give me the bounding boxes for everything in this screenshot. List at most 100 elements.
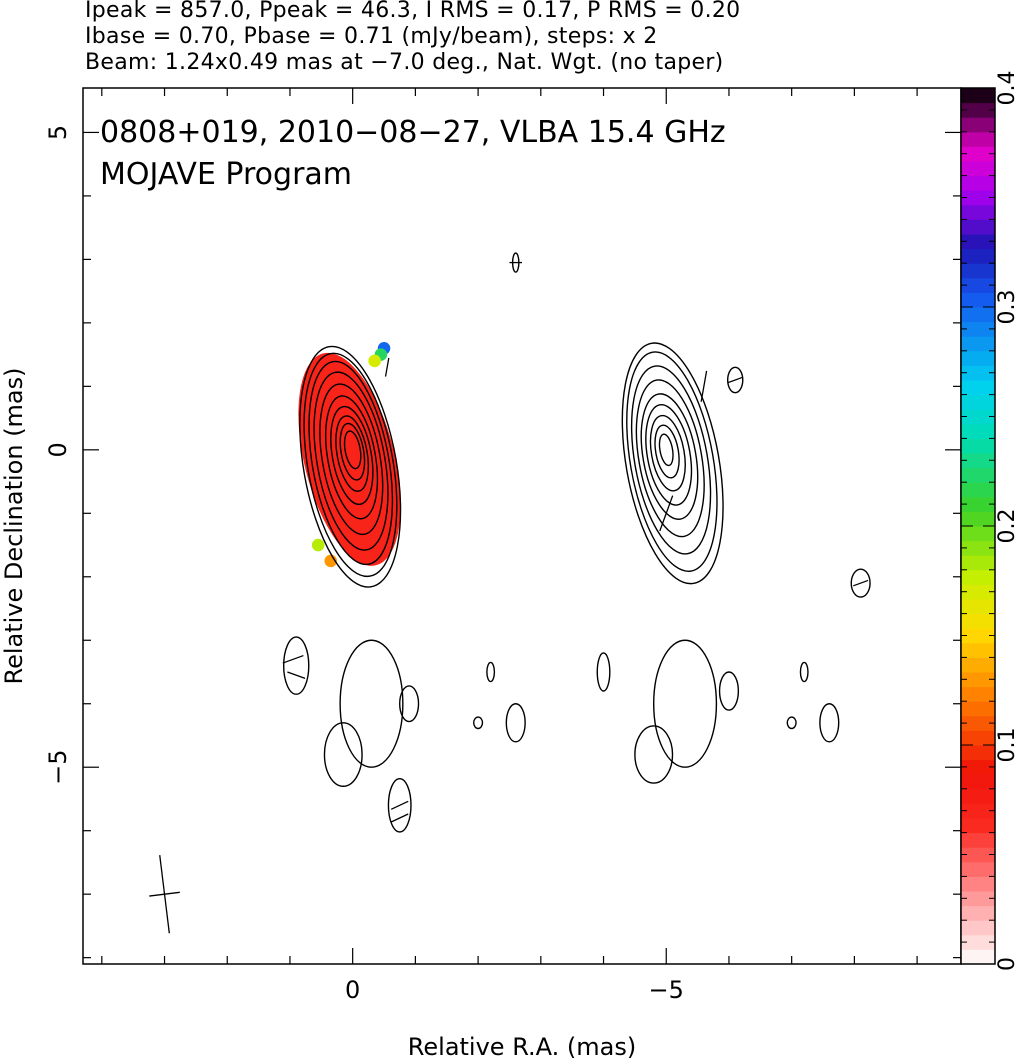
colorbar-segment [961,365,995,381]
colorbar-segment [961,642,995,658]
contour-right-1 [654,424,680,479]
colorbar-segment [961,672,995,688]
contour-blob [323,722,363,787]
colorbar-segment [961,569,995,585]
colorbar-segment [961,774,995,790]
colorbar-segment [961,248,995,264]
colorbar-segment [961,496,995,512]
header-line-3: Beam: 1.24x0.49 mas at −7.0 deg., Nat. W… [85,50,724,75]
colorbar-segment [961,350,995,366]
contour-blob [399,685,420,723]
colorbar-segment [961,730,995,746]
colorbar-segment [961,540,995,556]
colorbar-segment [961,818,995,834]
contour-right-8 [621,342,724,585]
contour-left-1 [339,422,366,481]
colorbar-segment [961,657,995,673]
contour-left-6 [313,371,389,551]
colorbar-segment [961,88,995,104]
y-tick-label: 0 [44,442,72,457]
colorbar-tick-label: 0.3 [995,290,1020,325]
colorbar-segment [961,511,995,527]
evpa-tick [390,800,409,810]
contour-blob [786,716,797,730]
colorbar-segment [961,467,995,483]
colorbar-segment [961,423,995,439]
colorbar-segment [961,920,995,936]
colorbar-segment [961,482,995,498]
contour-left-2 [335,415,370,492]
contour-blob [486,661,496,683]
contour-blob [799,661,809,683]
colorbar-segment [961,555,995,571]
colorbar-segment [961,905,995,921]
beam-minor-axis [149,891,180,897]
evpa-tick [390,813,409,823]
colorbar-tick-label: 0 [995,957,1020,971]
contour-blob [653,639,718,768]
colorbar: 0 0.1 0.2 0.3 0.4 [960,71,1020,971]
contour-blob [727,366,744,394]
axis-layer: 0 −5 5 0 −5 [44,88,961,1004]
evpa-tick [700,370,708,402]
x-tick-label: −5 [649,976,684,1004]
colorbar-segment [961,584,995,600]
colorbar-segment [961,788,995,804]
colorbar-segment [961,599,995,615]
colorbar-segment [961,234,995,250]
colorbar-segment [961,803,995,819]
x-axis-label: Relative R.A. (mas) [408,1033,636,1060]
contour-layer [282,252,871,833]
colorbar-segment [961,307,995,323]
colorbar-segment [961,146,995,162]
contour-left-7 [308,360,394,566]
header-line-1: Ipeak = 857.0, Ppeak = 46.3, I RMS = 0.1… [85,0,741,23]
evpa-tick [384,357,390,377]
header-line-2: Ibase = 0.70, Pbase = 0.71 (mJy/beam), s… [85,24,658,49]
polarization-edge-pixel [311,538,325,552]
contour-right-7 [626,351,718,572]
evpa-tick-layer [282,261,869,823]
evpa-tick [659,495,674,532]
colorbar-segment [961,876,995,892]
evpa-tick [853,579,869,587]
contour-right-5 [635,379,705,538]
colorbar-segment [961,613,995,629]
contour-left-9 [299,345,402,588]
colorbar-segment [961,409,995,425]
colorbar-segment [961,321,995,337]
evpa-tick [287,671,306,680]
contour-blob [339,639,404,768]
colorbar-segment [961,190,995,206]
x-tick-label: 0 [345,976,360,1004]
contour-blob [819,703,840,743]
y-tick-label: 5 [44,125,72,140]
colorbar-segment [961,934,995,950]
evpa-tick [727,376,743,384]
colorbar-segment [961,117,995,133]
contour-blob [282,636,310,695]
polarization-edge-pixel [368,354,381,368]
contour-left-3 [330,405,374,506]
chart-title: 0808+019, 2010−08−27, VLBA 15.4 GHz [100,115,726,150]
contour-right-2 [649,414,686,492]
colorbar-segment [961,715,995,731]
colorbar-tick-label: 0.2 [995,509,1020,544]
contour-blob [596,652,611,692]
colorbar-segment [961,394,995,410]
colorbar-segment [961,131,995,147]
colorbar-segment [961,526,995,542]
colorbar-segment [961,277,995,293]
colorbar-segment [961,161,995,177]
colorbar-tick-label: 0.1 [995,728,1020,763]
colorbar-segment [961,204,995,220]
colorbar-segment [961,701,995,717]
contour-left-8 [303,352,398,578]
colorbar-segment [961,686,995,702]
colorbar-segment [961,847,995,863]
colorbar-segment [961,861,995,877]
contour-left-4 [325,395,379,520]
colorbar-segment [961,438,995,454]
colorbar-segment [961,949,995,965]
